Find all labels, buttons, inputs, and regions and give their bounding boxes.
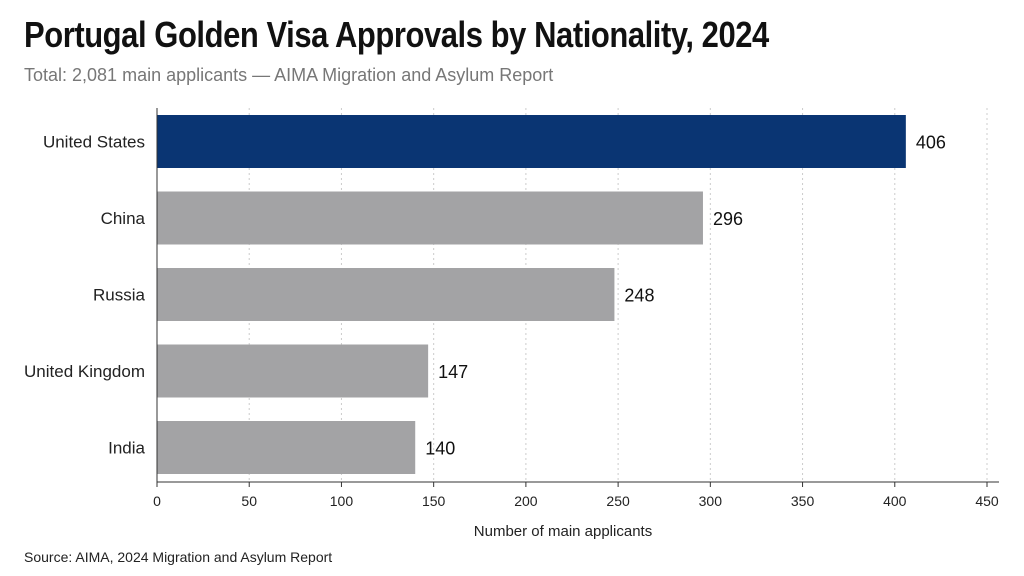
value-label: 296 [713,209,743,229]
category-label: India [108,439,145,458]
category-label: United Kingdom [24,362,145,381]
x-tick-label: 350 [791,493,815,509]
bar [157,344,429,398]
category-label: Russia [93,286,146,305]
bar [157,115,906,168]
bar [157,191,703,245]
x-tick-label: 50 [241,493,257,509]
category-label: United States [43,133,145,152]
category-label: China [101,209,146,228]
x-tick-label: 450 [975,493,999,509]
x-tick-label: 250 [606,493,630,509]
x-tick-label: 400 [883,493,907,509]
chart-title: Portugal Golden Visa Approvals by Nation… [24,14,769,55]
bar [157,268,615,321]
x-axis-label: Number of main applicants [474,523,652,540]
x-tick-label: 150 [422,493,446,509]
x-tick-label: 100 [330,493,354,509]
x-tick-label: 0 [153,493,161,509]
x-tick-label: 300 [699,493,723,509]
value-label: 406 [916,133,946,153]
value-label: 248 [624,286,654,306]
bars: United States 406 China 296 Russia 248 United … [24,115,946,474]
x-axis: 0 50 100 150 200 250 300 350 400 450 [153,108,999,509]
bar [157,421,416,474]
source-note: Source: AIMA, 2024 Migration and Asylum … [24,549,333,565]
value-label: 147 [438,362,468,382]
chart-subtitle: Total: 2,081 main applicants — AIMA Migr… [24,65,554,85]
x-tick-label: 200 [514,493,538,509]
value-label: 140 [425,439,455,459]
